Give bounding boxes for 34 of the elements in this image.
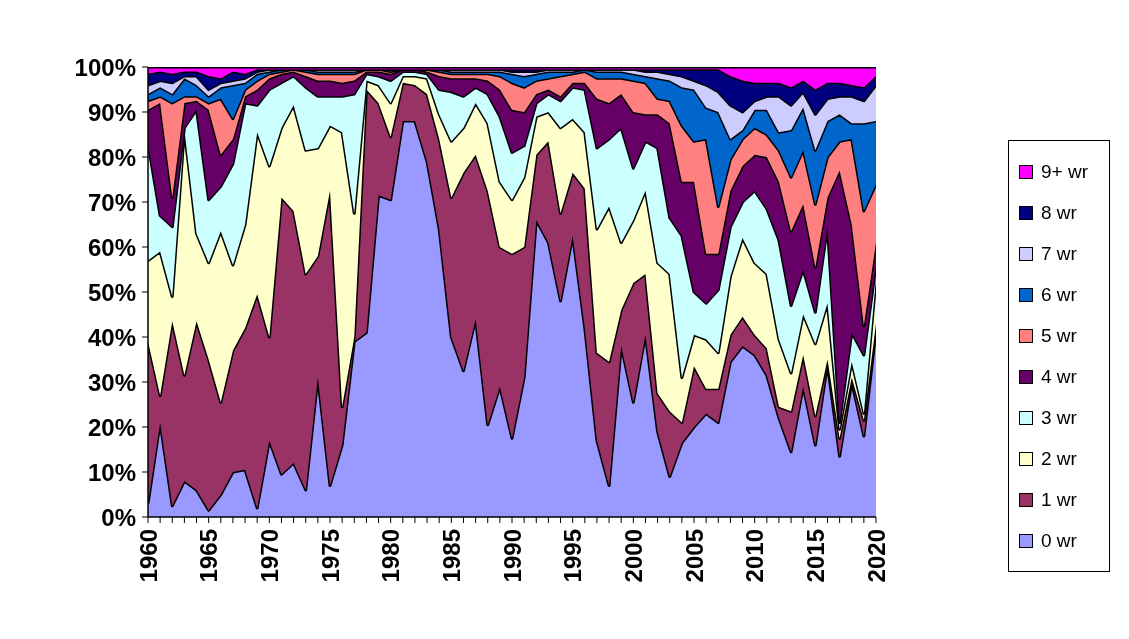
x-tick-label: 2000 xyxy=(619,529,647,583)
x-tick-label: 2005 xyxy=(680,529,708,583)
legend-label: 8 wr xyxy=(1041,201,1077,224)
x-tick-label: 1965 xyxy=(195,529,223,583)
legend-label: 0 wr xyxy=(1041,529,1077,552)
x-tick-label: 2010 xyxy=(741,529,769,583)
legend-label: 4 wr xyxy=(1041,365,1077,388)
x-tick-label: 1970 xyxy=(255,529,283,583)
x-tick-label: 1985 xyxy=(437,529,465,583)
legend-label: 6 wr xyxy=(1041,283,1077,306)
y-tick-label: 30% xyxy=(87,368,136,396)
legend-label: 2 wr xyxy=(1041,447,1077,470)
y-tick-label: 90% xyxy=(87,98,136,126)
y-tick-label: 60% xyxy=(87,233,136,261)
legend-label: 9+ wr xyxy=(1041,160,1088,183)
y-tick-label: 70% xyxy=(87,188,136,216)
y-tick-label: 100% xyxy=(74,53,136,81)
x-tick-label: 1995 xyxy=(559,529,587,583)
x-tick-label: 1975 xyxy=(316,529,344,583)
legend-label: 7 wr xyxy=(1041,242,1077,265)
y-tick-label: 0% xyxy=(101,503,136,531)
y-tick-label: 80% xyxy=(87,143,136,171)
y-tick-label: 40% xyxy=(87,323,136,351)
legend-label: 1 wr xyxy=(1041,488,1077,511)
legend-label: 5 wr xyxy=(1041,324,1077,347)
x-tick-label: 2015 xyxy=(801,529,829,583)
x-tick-label: 1990 xyxy=(498,529,526,583)
x-tick-label: 2020 xyxy=(862,529,890,583)
x-tick-label: 1980 xyxy=(377,529,405,583)
x-tick-label: 1960 xyxy=(134,529,162,583)
y-tick-label: 20% xyxy=(87,413,136,441)
y-tick-label: 10% xyxy=(87,458,136,486)
y-tick-label: 50% xyxy=(87,278,136,306)
legend-label: 3 wr xyxy=(1041,406,1077,429)
